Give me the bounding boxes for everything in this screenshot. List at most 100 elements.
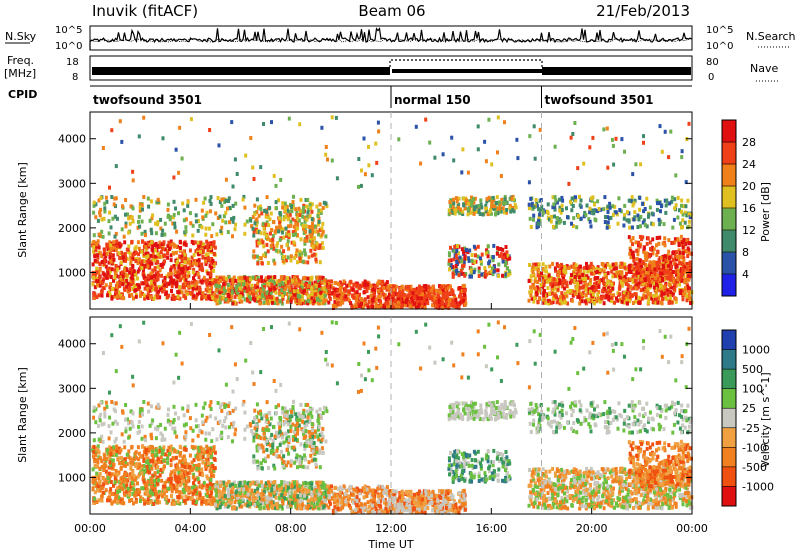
range-gate-cell	[377, 289, 380, 293]
range-gate-cell	[364, 172, 367, 176]
range-gate-cell	[181, 270, 184, 274]
range-gate-cell	[496, 252, 499, 256]
range-gate-cell	[454, 298, 457, 302]
range-gate-cell	[195, 198, 198, 202]
range-gate-cell	[656, 250, 659, 254]
range-gate-cell	[550, 301, 553, 305]
range-gate-cell	[319, 260, 322, 264]
range-gate-cell	[210, 286, 213, 290]
range-gate-cell	[102, 146, 105, 150]
range-gate-cell	[685, 294, 688, 298]
range-gate-cell	[115, 291, 118, 295]
range-gate-cell	[657, 242, 660, 246]
range-gate-cell	[200, 279, 203, 283]
range-gate-cell	[252, 249, 255, 253]
range-gate-cell	[618, 292, 621, 296]
range-gate-cell	[298, 299, 301, 303]
range-gate-cell	[212, 269, 215, 273]
range-gate-cell	[132, 178, 135, 182]
range-gate-cell	[261, 293, 264, 297]
range-gate-cell	[537, 273, 540, 277]
range-gate-cell	[529, 197, 532, 201]
range-gate-cell	[497, 274, 500, 278]
range-gate-cell	[304, 230, 307, 234]
range-gate-cell	[549, 282, 552, 286]
range-gate-cell	[293, 276, 296, 280]
range-gate-cell	[184, 225, 187, 229]
range-gate-cell	[306, 260, 309, 264]
range-gate-cell	[238, 283, 241, 287]
range-gate-cell	[467, 212, 470, 216]
range-gate-cell	[682, 259, 685, 263]
range-gate-cell	[177, 211, 180, 215]
range-gate-cell	[123, 445, 126, 449]
range-gate-cell	[144, 278, 147, 282]
range-gate-cell	[173, 222, 176, 226]
range-gate-cell	[175, 230, 178, 234]
range-gate-cell	[93, 292, 96, 296]
range-gate-cell	[157, 265, 160, 269]
range-gate-cell	[138, 215, 141, 219]
nsky-trace	[90, 28, 692, 50]
range-gate-cell	[544, 275, 547, 279]
range-gate-cell	[382, 293, 385, 297]
range-gate-cell	[604, 215, 607, 219]
range-gate-cell	[206, 286, 209, 290]
power-ylabel: Slant Range [km]	[16, 162, 29, 258]
range-gate-cell	[277, 229, 280, 233]
colorbar-tick-label: 20	[742, 180, 756, 193]
range-gate-cell	[219, 300, 222, 304]
range-gate-cell	[163, 240, 166, 244]
range-gate-cell	[632, 218, 635, 222]
range-gate-cell	[122, 275, 125, 279]
range-gate-cell	[124, 259, 127, 263]
range-gate-cell	[242, 198, 245, 202]
range-gate-cell	[371, 288, 374, 292]
range-gate-cell	[684, 242, 687, 246]
range-gate-cell	[667, 238, 670, 242]
range-gate-cell	[218, 284, 221, 288]
range-gate-cell	[103, 272, 106, 276]
range-gate-cell	[659, 124, 662, 128]
range-gate-cell	[137, 220, 140, 224]
range-gate-cell	[202, 291, 205, 295]
range-gate-cell	[653, 260, 656, 264]
range-gate-cell	[272, 234, 275, 238]
range-gate-cell	[110, 195, 113, 199]
range-gate-cell	[528, 299, 531, 303]
range-gate-cell	[571, 132, 574, 136]
range-gate-cell	[114, 235, 117, 239]
range-gate-cell	[645, 197, 648, 201]
range-gate-cell	[667, 250, 670, 254]
range-gate-cell	[188, 281, 191, 285]
range-gate-cell	[442, 295, 445, 299]
range-gate-cell	[656, 261, 659, 265]
range-gate-cell	[307, 211, 310, 215]
range-gate-cell	[262, 122, 265, 126]
range-gate-cell	[274, 291, 277, 295]
range-gate-cell	[168, 247, 171, 251]
range-gate-cell	[574, 195, 577, 199]
range-gate-cell	[647, 236, 650, 240]
range-gate-cell	[596, 270, 599, 274]
range-gate-cell	[318, 220, 321, 224]
range-gate-cell	[595, 287, 598, 291]
range-gate-cell	[680, 255, 683, 259]
range-gate-cell	[648, 254, 651, 258]
range-gate-cell	[204, 500, 207, 504]
range-gate-cell	[421, 301, 424, 305]
range-gate-cell	[312, 245, 315, 249]
range-gate-cell	[252, 293, 255, 297]
range-gate-cell	[319, 202, 322, 206]
range-gate-cell	[147, 292, 150, 296]
range-gate-cell	[201, 209, 204, 213]
range-gate-cell	[358, 284, 361, 288]
range-gate-cell	[622, 278, 625, 282]
range-gate-cell	[500, 252, 503, 256]
range-gate-cell	[669, 130, 672, 134]
range-gate-cell	[397, 301, 400, 305]
range-gate-cell	[600, 296, 603, 300]
range-gate-cell	[533, 205, 536, 209]
range-gate-cell	[159, 218, 162, 222]
